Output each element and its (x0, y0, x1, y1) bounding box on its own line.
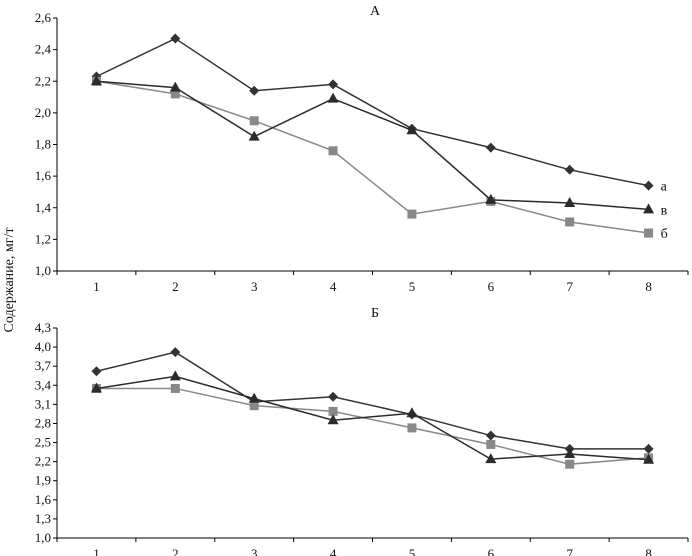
data-point-0 (170, 347, 181, 358)
y-tick-label: 2,2 (35, 454, 51, 469)
x-tick-label: 6 (488, 279, 495, 294)
data-point-0 (170, 33, 181, 44)
data-point-2 (248, 130, 260, 141)
data-point-1 (328, 406, 338, 416)
data-point-0 (91, 366, 102, 377)
y-tick-label: 1,2 (35, 231, 51, 246)
y-tick-label: 3,7 (35, 358, 52, 373)
x-tick-label: 1 (93, 279, 100, 294)
data-point-2 (406, 407, 418, 418)
data-point-2 (485, 453, 497, 464)
x-tick-label: 4 (330, 279, 337, 294)
data-point-1 (644, 228, 654, 238)
series-line-0 (96, 37, 649, 187)
data-point-0 (249, 85, 260, 96)
y-tick-label: 1,0 (35, 530, 51, 545)
y-tick-label: 3,1 (35, 396, 51, 411)
data-point-1 (249, 116, 259, 126)
y-tick-label: 1,3 (35, 511, 51, 526)
data-point-1 (249, 401, 259, 411)
data-point-1 (170, 89, 180, 99)
series-line-2 (96, 375, 649, 461)
data-point-0 (328, 391, 339, 402)
x-tick-label: 8 (645, 546, 652, 556)
y-tick-label: 1,8 (35, 137, 51, 152)
data-point-0 (643, 443, 654, 454)
data-point-2 (643, 453, 655, 464)
y-tick-label: 1,6 (35, 168, 52, 183)
data-point-2 (90, 75, 102, 86)
data-point-0 (328, 79, 339, 90)
data-point-2 (406, 124, 418, 135)
data-point-2 (564, 448, 576, 458)
x-tick-label: 2 (172, 279, 179, 294)
data-point-1 (170, 383, 180, 393)
y-tick-label: 3,4 (35, 377, 52, 392)
y-tick-label: 2,6 (35, 10, 52, 25)
x-tick-label: 8 (645, 279, 652, 294)
data-point-0 (485, 142, 496, 153)
data-point-1 (407, 423, 417, 433)
y-tick-label: 2,4 (35, 42, 52, 57)
y-tick-label: 4,3 (35, 320, 51, 335)
y-tick-label: 1,0 (35, 263, 51, 278)
x-tick-label: 5 (409, 546, 416, 556)
series-label-2: в (661, 203, 668, 218)
data-point-1 (407, 209, 417, 219)
data-point-1 (565, 217, 575, 227)
series-line-1 (96, 387, 649, 465)
data-point-2 (327, 92, 339, 103)
data-point-2 (248, 392, 260, 403)
data-point-2 (90, 382, 102, 393)
data-point-2 (643, 203, 655, 214)
y-tick-label: 2,2 (35, 73, 51, 88)
y-tick-label: 2,8 (35, 415, 51, 430)
x-tick-label: 7 (566, 279, 573, 294)
data-point-0 (564, 164, 575, 175)
panel-title: А (370, 4, 381, 19)
data-point-2 (169, 370, 181, 381)
x-tick-label: 2 (172, 546, 179, 556)
data-point-2 (564, 197, 576, 208)
x-tick-label: 3 (251, 546, 258, 556)
data-point-1 (328, 146, 338, 156)
x-tick-label: 5 (409, 279, 416, 294)
data-point-0 (643, 180, 654, 191)
chart-panel-a: А 1,0 1,2 1,4 1,6 1,8 2,0 2,2 2,4 2,6 1 2 3 4 5 6 7 8 а бв (35, 4, 689, 294)
series-line-1 (96, 80, 649, 234)
chart-panel-b: Б 1,0 1,3 1,6 1,9 2,2 2,5 2,8 3,1 3,4 3,7 4,0 4,3 1 2 3… (35, 306, 689, 556)
data-point-1 (565, 459, 575, 469)
data-point-2 (327, 414, 339, 425)
x-tick-label: 1 (93, 546, 100, 556)
y-tick-label: 2,5 (35, 435, 51, 450)
series-label-1: б (661, 227, 668, 242)
y-tick-label: 2,0 (35, 105, 51, 120)
y-tick-label: 1,4 (35, 200, 52, 215)
panel-title: Б (371, 306, 379, 321)
series-label-0: а (661, 180, 668, 195)
y-axis-label: Содержание, мг/т (2, 228, 17, 333)
data-point-2 (485, 193, 497, 204)
y-tick-label: 1,6 (35, 492, 52, 507)
x-tick-label: 7 (566, 546, 573, 556)
series-line-2 (96, 80, 649, 211)
y-tick-label: 4,0 (35, 339, 51, 354)
data-point-2 (169, 81, 181, 92)
y-tick-label: 1,9 (35, 473, 51, 488)
series-line-0 (96, 351, 649, 450)
x-tick-label: 4 (330, 546, 337, 556)
data-point-0 (485, 430, 496, 441)
x-tick-label: 6 (488, 546, 495, 556)
x-tick-label: 3 (251, 279, 258, 294)
data-point-1 (486, 439, 496, 449)
